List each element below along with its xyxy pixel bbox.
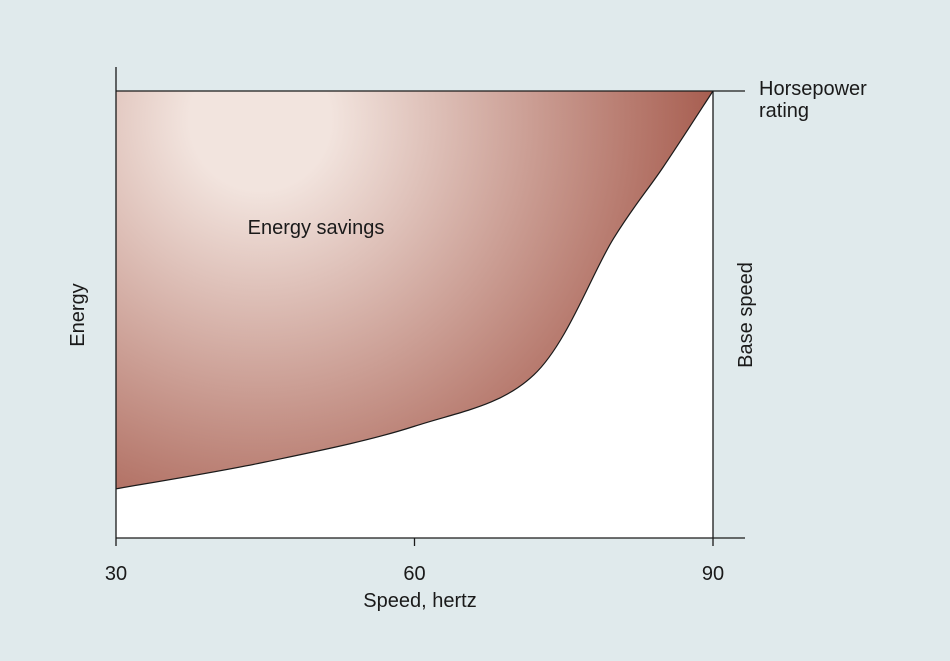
x-tick-label: 30: [105, 563, 127, 585]
energy-savings-label: Energy savings: [248, 217, 385, 239]
horsepower-rating-label: Horsepower rating: [759, 78, 867, 122]
x-axis-label: Speed, hertz: [363, 590, 476, 612]
base-speed-label: Base speed: [735, 262, 757, 368]
energy-savings-region: [116, 91, 713, 489]
x-tick-label: 60: [403, 563, 425, 585]
x-tick-label: 90: [702, 563, 724, 585]
horsepower-rating-text-line: Horsepower: [759, 78, 867, 100]
energy-curve: [115, 90, 714, 490]
horsepower-rating-text-line: rating: [759, 100, 809, 122]
y-axis-label: Energy: [67, 283, 89, 346]
